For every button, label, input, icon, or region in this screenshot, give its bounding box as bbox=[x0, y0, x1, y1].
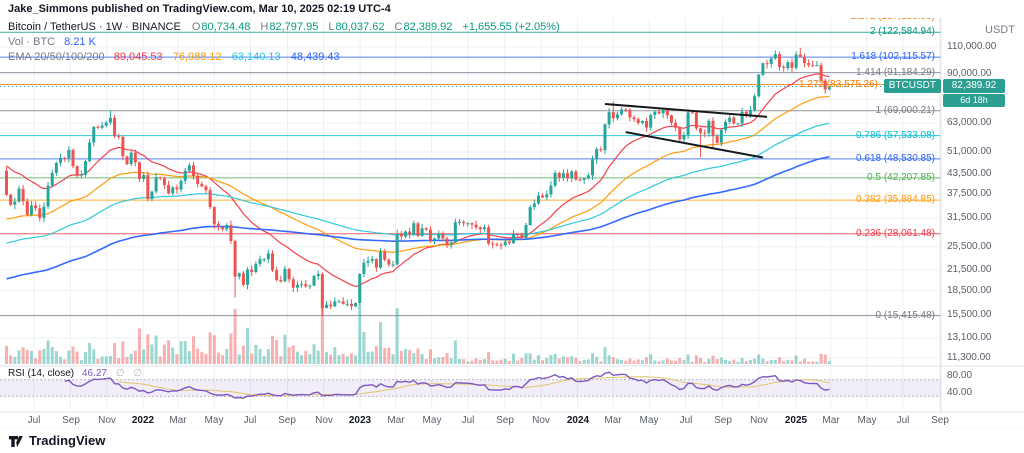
rsi-axis-label: 80.00 bbox=[947, 370, 973, 381]
time-axis-label: Sep bbox=[496, 415, 514, 426]
time-axis-label: May bbox=[857, 415, 877, 426]
quote-currency-label: USDT bbox=[985, 24, 1015, 36]
time-axis-label: Jul bbox=[896, 415, 910, 426]
time-axis-label: Mar bbox=[604, 415, 622, 426]
ohlc-close-label: C bbox=[394, 21, 403, 33]
time-axis-label: Mar bbox=[822, 415, 840, 426]
volume-label: Vol · BTC bbox=[8, 36, 56, 48]
ohlc-open-value: 80,734.48 bbox=[201, 21, 251, 33]
fib-level-label[interactable]: 0.5 (42,207.85) bbox=[867, 172, 935, 183]
fib-level-label[interactable]: 0 (15,415.48) bbox=[875, 310, 936, 321]
fib-level-label[interactable]: 0.786 (57,533.08) bbox=[856, 130, 935, 141]
ohlc-high-label: H bbox=[260, 21, 269, 33]
price-axis-label: 63,000.00 bbox=[947, 117, 992, 128]
fib-level-label[interactable]: 0.236 (28,061.48) bbox=[856, 228, 935, 239]
time-axis-label: Sep bbox=[931, 415, 949, 426]
time-axis-label: Jul bbox=[243, 415, 257, 426]
tradingview-logo-icon[interactable] bbox=[8, 433, 24, 449]
volume-row[interactable]: Vol · BTC 8.21 K bbox=[8, 35, 567, 50]
symbol-title: Bitcoin / TetherUS · 1W · BINANCE bbox=[8, 21, 181, 33]
hidden-series-icons: ∅ ∅ bbox=[115, 368, 145, 379]
time-axis-label: Mar bbox=[387, 415, 405, 426]
ema20-value: 89,045.53 bbox=[113, 51, 163, 63]
ohlc-low-label: L bbox=[328, 21, 335, 33]
time-axis-label: Jul bbox=[679, 415, 693, 426]
footer-bar: TradingView bbox=[0, 428, 1024, 453]
volume-value: 8.21 K bbox=[64, 36, 96, 48]
rsi-axis-label: 40.00 bbox=[947, 387, 973, 398]
price-axis-label: 51,000.00 bbox=[947, 146, 992, 157]
time-axis-label: May bbox=[204, 415, 224, 426]
ema100-value: 63,140.13 bbox=[231, 51, 281, 63]
time-axis-label: May bbox=[639, 415, 659, 426]
time-axis-label: May bbox=[422, 415, 442, 426]
time-axis-label: Mar bbox=[169, 415, 187, 426]
time-axis-label: Sep bbox=[278, 415, 296, 426]
fib-level-label[interactable]: 1.618 (102,115.57) bbox=[851, 51, 935, 62]
rsi-legend[interactable]: RSI (14, close) 46.27 ∅ ∅ bbox=[8, 368, 145, 379]
ema-row[interactable]: EMA 20/50/100/200 89,045.53 76,988.12 63… bbox=[8, 50, 567, 65]
price-axis-label: 15,500.00 bbox=[947, 309, 992, 320]
symbol-badge: BTCUSDT bbox=[883, 79, 941, 93]
last-price-badge: 82,389.92 bbox=[943, 79, 1005, 93]
fib-level-label[interactable]: 0.382 (35,884.85) bbox=[856, 194, 935, 205]
price-axis-label: 90,000.00 bbox=[947, 68, 992, 79]
time-axis-label: 2024 bbox=[566, 415, 590, 426]
price-axis-label: 25,500.00 bbox=[947, 241, 992, 252]
ema50-value: 76,988.12 bbox=[172, 51, 222, 63]
chart-legend: Bitcoin / TetherUS · 1W · BINANCE O80,73… bbox=[8, 20, 567, 65]
price-axis-label: 43,500.00 bbox=[947, 168, 992, 179]
fib-level-label[interactable]: 0.618 (48,530.85) bbox=[856, 153, 935, 164]
price-axis-label: 110,000.00 bbox=[947, 41, 997, 52]
time-axis-label: Jul bbox=[27, 415, 41, 426]
bar-countdown-badge: 6d 18h bbox=[943, 94, 1005, 107]
time-axis-label: Sep bbox=[62, 415, 80, 426]
time-axis-label: Nov bbox=[98, 415, 116, 426]
ohlc-open-label: O bbox=[191, 21, 201, 33]
rsi-value: 46.27 bbox=[81, 368, 107, 379]
time-axis-label: Nov bbox=[532, 415, 550, 426]
time-axis-label: Nov bbox=[750, 415, 768, 426]
ohlc-low-value: 80,037.62 bbox=[335, 21, 385, 33]
ohlc-close-value: 82,389.92 bbox=[403, 21, 453, 33]
price-axis-label: 18,500.00 bbox=[947, 285, 992, 296]
publish-info: Jake_Simmons published on TradingView.co… bbox=[8, 3, 391, 15]
fib-level-label[interactable]: 1.414 (91,184.29) bbox=[856, 67, 935, 78]
ema200-value: 48,439.43 bbox=[290, 51, 340, 63]
ohlc-change: +1,655.55 (+2.05%) bbox=[462, 21, 560, 33]
time-axis-label: 2025 bbox=[784, 415, 808, 426]
tradingview-wordmark[interactable]: TradingView bbox=[29, 433, 106, 448]
symbol-row[interactable]: Bitcoin / TetherUS · 1W · BINANCE O80,73… bbox=[8, 20, 567, 35]
price-axis-label: 13,100.00 bbox=[947, 332, 992, 343]
ema-label: EMA 20/50/100/200 bbox=[8, 51, 105, 63]
price-axis-label: 31,500.00 bbox=[947, 212, 992, 223]
fib-level-label[interactable]: 1 (69,000.21) bbox=[875, 105, 936, 116]
price-axis-label: 11,300.00 bbox=[947, 352, 991, 363]
time-axis-label: Sep bbox=[714, 415, 732, 426]
price-axis-label: 21,500.00 bbox=[947, 264, 992, 275]
time-axis-label: Nov bbox=[315, 415, 333, 426]
rsi-title: RSI (14, close) bbox=[8, 368, 75, 379]
time-axis-label: 2022 bbox=[131, 415, 155, 426]
time-axis-label: 2023 bbox=[348, 415, 372, 426]
fib-level-label[interactable]: 2 (122,584.94) bbox=[869, 26, 935, 37]
publish-header: Jake_Simmons published on TradingView.co… bbox=[0, 0, 1024, 18]
price-axis-label: 37,500.00 bbox=[947, 188, 992, 199]
ohlc-high-value: 82,797.95 bbox=[269, 21, 319, 33]
fib-level-label[interactable]: 1.272 (83,575.26) bbox=[799, 79, 878, 90]
time-axis-label: Jul bbox=[461, 415, 475, 426]
